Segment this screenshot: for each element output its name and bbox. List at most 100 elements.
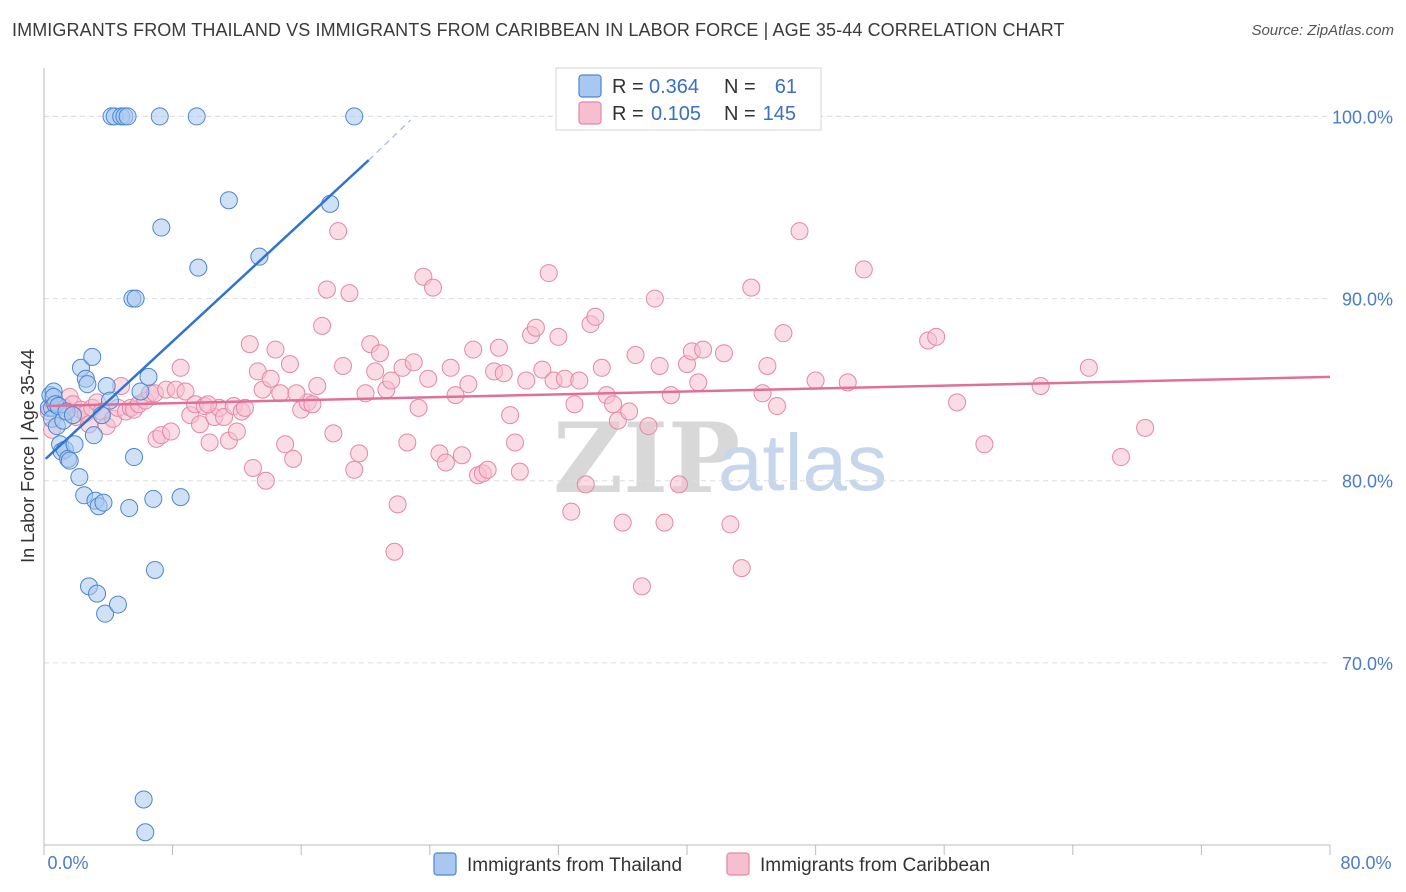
caribbean-point (243, 458, 262, 477)
caribbean-point (436, 453, 455, 472)
caribbean-point (570, 371, 589, 390)
caribbean-point (424, 278, 443, 297)
caribbean-point (161, 422, 180, 441)
caribbean-point (626, 346, 645, 365)
legend-swatch-caribbean (578, 101, 602, 125)
thailand-points (39, 107, 364, 842)
thailand-point (78, 375, 97, 394)
thailand-point (150, 107, 169, 126)
y-tick-label-100: 100.0% (1332, 107, 1393, 127)
thailand-point (145, 560, 164, 579)
thailand-point (250, 247, 269, 266)
thailand-point (120, 499, 139, 518)
caribbean-point (854, 260, 873, 279)
caribbean-point (317, 280, 336, 299)
caribbean-trend-line (45, 375, 1331, 408)
caribbean-point (565, 395, 584, 414)
caribbean-point (284, 449, 303, 468)
watermark-atlas: atlas (718, 418, 887, 507)
thailand-point (60, 451, 79, 470)
caribbean-point (620, 402, 639, 421)
bottom-legend-swatch-caribbean (726, 852, 750, 876)
caribbean-point (586, 307, 605, 326)
correlation-legend: R = 0.364 N = 61 R = 0.105 N = 145 (555, 67, 822, 131)
caribbean-point (404, 353, 423, 372)
thailand-point (136, 823, 155, 842)
caribbean-point (340, 284, 359, 303)
thailand-point (83, 347, 102, 366)
caribbean-point (661, 386, 680, 405)
thailand-trend-line (44, 159, 370, 460)
caribbean-point (329, 222, 348, 241)
caribbean-point (694, 340, 713, 359)
legend-r-value-thailand: 0.364 (649, 76, 699, 98)
thailand-point (118, 107, 137, 126)
caribbean-point (176, 382, 195, 401)
caribbean-point (441, 358, 460, 377)
x-axis-ticks (43, 845, 1331, 855)
caribbean-point (613, 513, 632, 532)
caribbean-point (742, 278, 761, 297)
thailand-point (84, 426, 103, 445)
caribbean-point (350, 444, 369, 463)
caribbean-point (271, 384, 290, 403)
thailand-point (187, 107, 206, 126)
caribbean-point (975, 435, 994, 454)
thailand-point (144, 489, 163, 508)
caribbean-point (650, 356, 669, 375)
caribbean-point (382, 371, 401, 390)
caribbean-point (171, 358, 190, 377)
caribbean-point (446, 386, 465, 405)
caribbean-point (539, 264, 558, 283)
thailand-point (171, 488, 190, 507)
caribbean-point (714, 344, 733, 363)
legend-r-value-caribbean: 0.105 (651, 103, 701, 125)
caribbean-point (774, 324, 793, 343)
caribbean-point (494, 364, 513, 383)
caribbean-point (732, 559, 751, 578)
caribbean-point (200, 433, 219, 452)
thailand-point (345, 107, 364, 126)
caribbean-point (517, 371, 536, 390)
caribbean-point (287, 384, 306, 403)
caribbean-point (639, 417, 658, 436)
caribbean-point (489, 338, 508, 357)
caribbean-point (505, 433, 524, 452)
caribbean-point (1136, 418, 1155, 437)
caribbean-point (768, 397, 787, 416)
y-tick-label-70: 70.0% (1342, 654, 1393, 674)
caribbean-point (927, 327, 946, 346)
caribbean-point (276, 435, 295, 454)
caribbean-point (806, 371, 825, 390)
caribbean-point (419, 369, 438, 388)
caribbean-point (303, 395, 322, 414)
thailand-point (97, 377, 116, 395)
y-tick-label-80: 80.0% (1342, 472, 1393, 492)
caribbean-point (261, 369, 280, 388)
caribbean-point (398, 433, 417, 452)
caribbean-point (345, 460, 364, 479)
bottom-legend-swatch-thailand (433, 852, 457, 876)
thailand-point (65, 435, 84, 454)
trend-lines (44, 119, 1331, 460)
caribbean-point (758, 356, 777, 375)
caribbean-point (604, 395, 623, 414)
caribbean-point (280, 355, 299, 374)
caribbean-point (1079, 358, 1098, 377)
y-axis-tick-labels: 70.0% 80.0% 90.0% 100.0% (1332, 107, 1393, 673)
caribbean-point (721, 515, 740, 534)
thailand-point (108, 595, 127, 614)
thailand-point (321, 194, 340, 213)
caribbean-point (240, 335, 259, 354)
x-tick-label-max: 80.0% (1340, 853, 1391, 873)
series-legend: Immigrants from Thailand Immigrants from… (433, 852, 990, 876)
caribbean-point (948, 393, 967, 412)
caribbean-point (385, 542, 404, 561)
caribbean-point (510, 462, 529, 481)
legend-n-label-caribbean: N = (724, 103, 756, 125)
legend-r-label-caribbean: R = (612, 103, 644, 125)
thailand-point (139, 367, 158, 386)
caribbean-point (689, 373, 708, 392)
legend-n-value-caribbean: 145 (763, 103, 796, 125)
